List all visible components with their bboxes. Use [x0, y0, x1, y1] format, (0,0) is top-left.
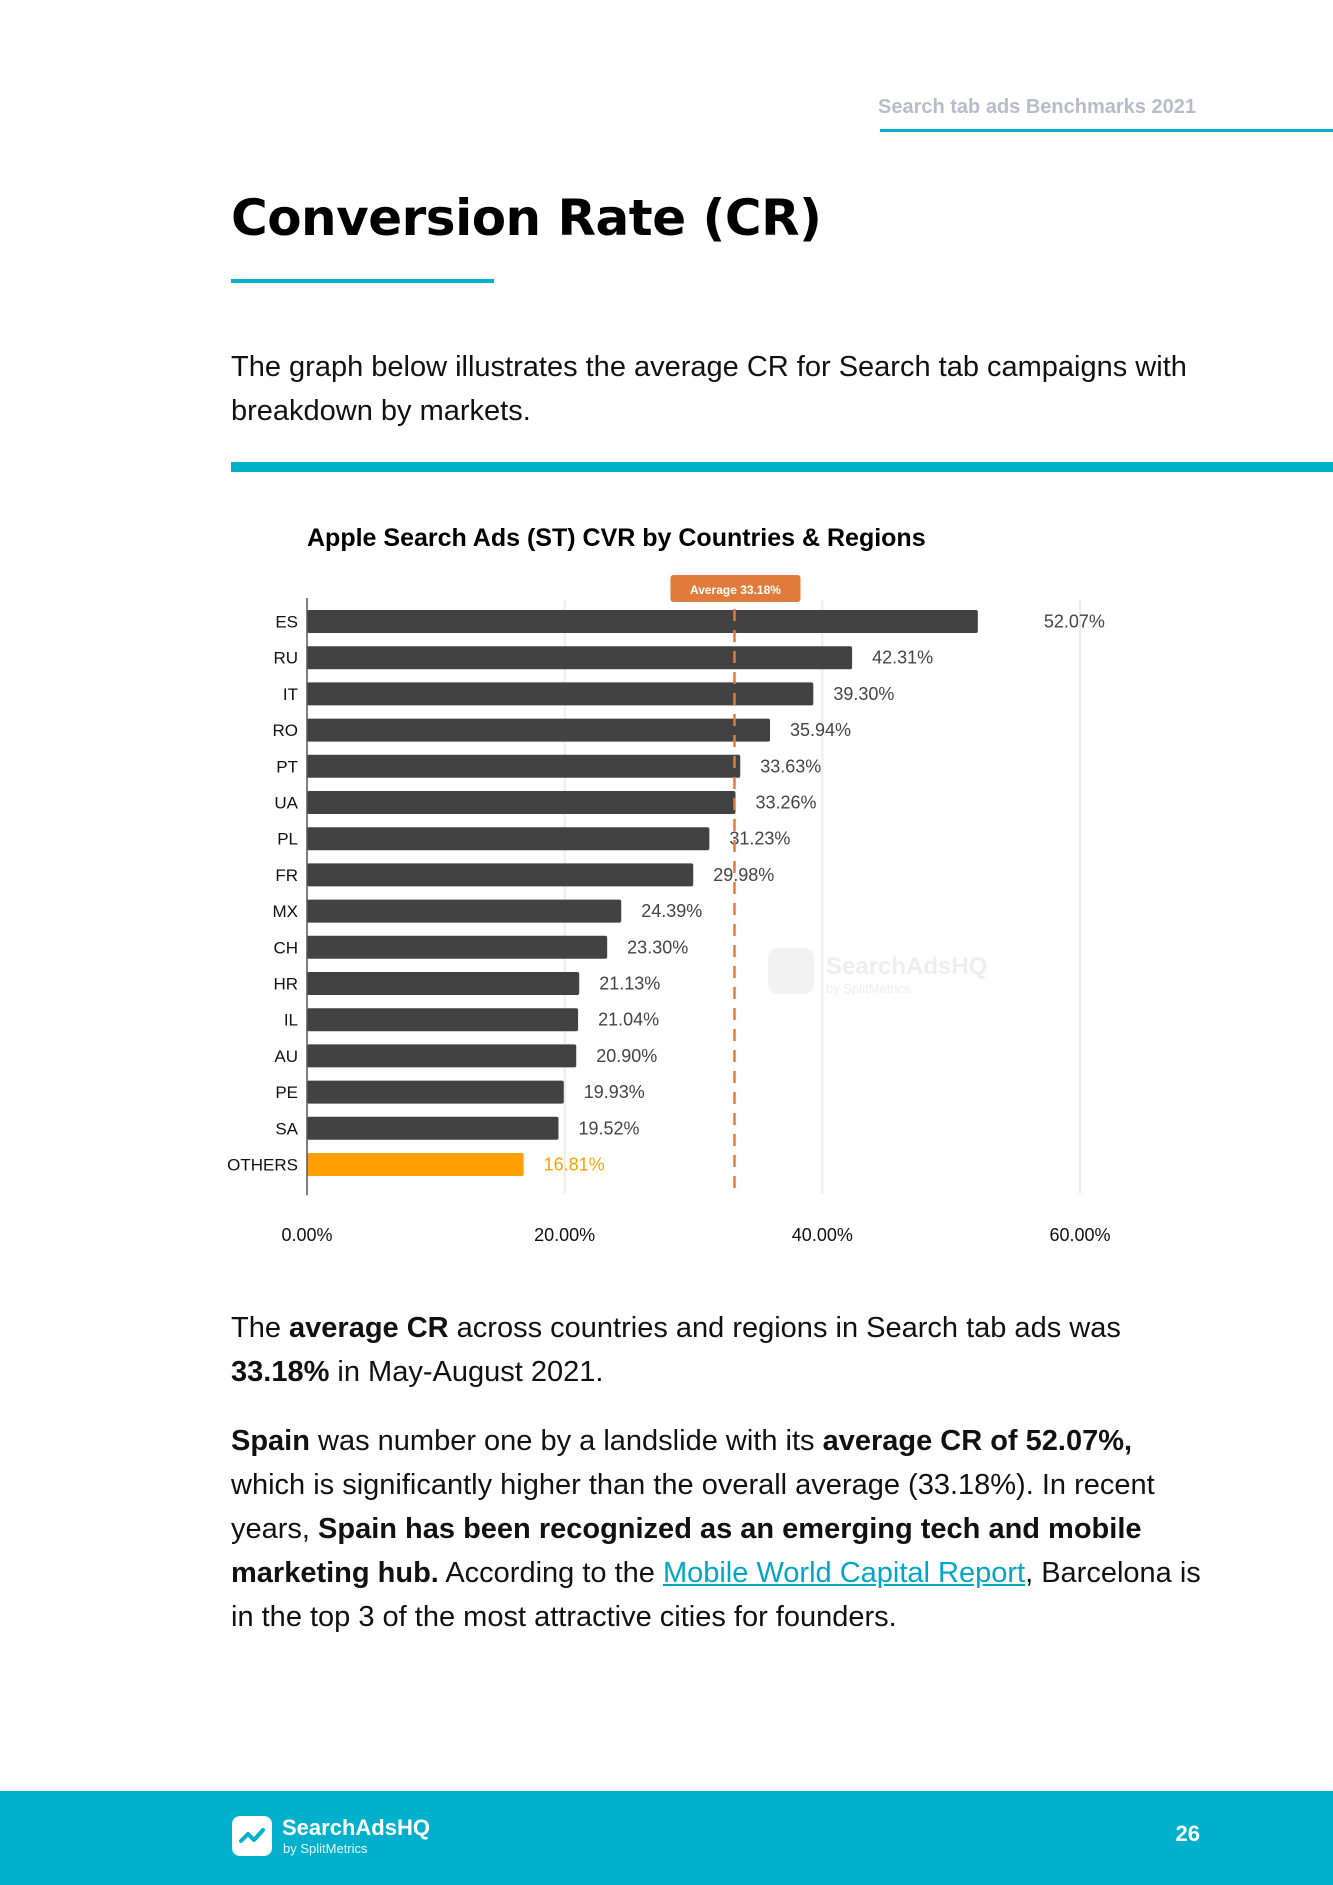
category-label: RO [273, 721, 299, 740]
category-label: IT [283, 685, 298, 704]
category-label: PE [275, 1083, 298, 1102]
category-label: SA [275, 1119, 298, 1138]
x-tick-label: 0.00% [281, 1225, 332, 1245]
value-label: 52.07% [1044, 612, 1105, 632]
value-label: 20.90% [596, 1046, 657, 1066]
value-label: 23.30% [627, 937, 688, 957]
category-label: HR [273, 975, 298, 994]
bar-pt [307, 754, 741, 778]
section-divider [231, 462, 1333, 472]
searchadshq-logo [232, 1816, 272, 1856]
bar-au [307, 1044, 577, 1068]
x-tick-label: 60.00% [1049, 1225, 1110, 1245]
footer-brand: SearchAdsHQ [282, 1815, 430, 1840]
x-tick-label: 20.00% [534, 1225, 595, 1245]
bar-es [307, 610, 978, 633]
bar-sa [307, 1116, 559, 1140]
running-header-title: Search tab ads Benchmarks 2021 [878, 96, 1196, 118]
value-label: 19.93% [584, 1082, 645, 1102]
summary-paragraph: The average CR across countries and regi… [231, 1312, 1121, 1388]
category-label: OTHERS [227, 1156, 298, 1175]
category-label: ES [275, 613, 298, 632]
bar-hr [307, 972, 580, 995]
value-label: 31.23% [729, 829, 790, 849]
value-label: 33.26% [755, 793, 816, 813]
page-number: 26 [1175, 1821, 1200, 1846]
watermark-logo [768, 948, 814, 994]
category-label: PL [277, 830, 298, 849]
page-title: Conversion Rate (CR) [231, 189, 822, 247]
title-underline [231, 279, 494, 283]
category-label: FR [275, 866, 298, 885]
watermark-brand: SearchAdsHQ [826, 953, 987, 980]
value-label: 33.63% [760, 756, 821, 776]
category-label: IL [284, 1011, 298, 1030]
value-label: 42.31% [872, 648, 933, 668]
watermark-sub: by SplitMetrics [826, 981, 911, 996]
value-label: 16.81% [544, 1155, 605, 1175]
bar-pl [307, 827, 710, 851]
bar-others [307, 1153, 524, 1176]
value-label: 29.98% [713, 865, 774, 885]
bar-il [307, 1008, 579, 1032]
bar-ua [307, 791, 736, 814]
bar-ru [307, 646, 853, 670]
average-label: Average 33.18% [690, 583, 781, 597]
bar-fr [307, 863, 694, 887]
bar-ro [307, 718, 771, 742]
category-label: CH [273, 938, 298, 957]
category-label: RU [273, 649, 298, 668]
summary-emphasis-value: 33.18% [231, 1356, 330, 1388]
value-label: 39.30% [833, 684, 894, 704]
cvr-bar-chart: ES 52.07% RU 42.31% IT 39.30% RO 35.94% PT 33.63%… [227, 575, 1111, 1245]
running-header-rule [880, 129, 1333, 132]
bar-it [307, 682, 814, 706]
mobile-world-capital-report-link[interactable]: Mobile World Capital Report [662, 1557, 1026, 1589]
footer-brand-sub: by SplitMetrics [283, 1841, 368, 1856]
average-badge [670, 575, 801, 602]
value-label: 21.04% [598, 1010, 659, 1030]
summary-emphasis-metric: average CR [289, 1312, 449, 1344]
x-tick-label: 40.00% [792, 1225, 853, 1245]
bar-mx [307, 899, 622, 923]
category-label: MX [273, 902, 299, 921]
value-label: 21.13% [599, 974, 660, 994]
bar-pe [307, 1080, 564, 1104]
chart-title: Apple Search Ads (ST) CVR by Countries &… [307, 524, 926, 552]
bar-ch [307, 935, 608, 959]
detail-emphasis-spain: Spain [231, 1425, 310, 1457]
chart-check-icon [239, 1828, 265, 1843]
category-label: PT [276, 757, 298, 776]
value-label: 24.39% [641, 901, 702, 921]
value-label: 19.52% [578, 1118, 639, 1138]
category-label: UA [274, 794, 298, 813]
page-footer: SearchAdsHQ by SplitMetrics 26 [0, 1791, 1333, 1885]
intro-paragraph: The graph below illustrates the average … [231, 351, 1187, 427]
detail-emphasis-hub: Spain has been recognized as an emerging… [231, 1513, 1142, 1589]
detail-emphasis-cr: average CR of 52.07%, [822, 1425, 1133, 1457]
detail-paragraph: Spain was number one by a landslide with… [231, 1425, 1201, 1633]
value-label: 35.94% [790, 720, 851, 740]
category-label: AU [274, 1047, 298, 1066]
